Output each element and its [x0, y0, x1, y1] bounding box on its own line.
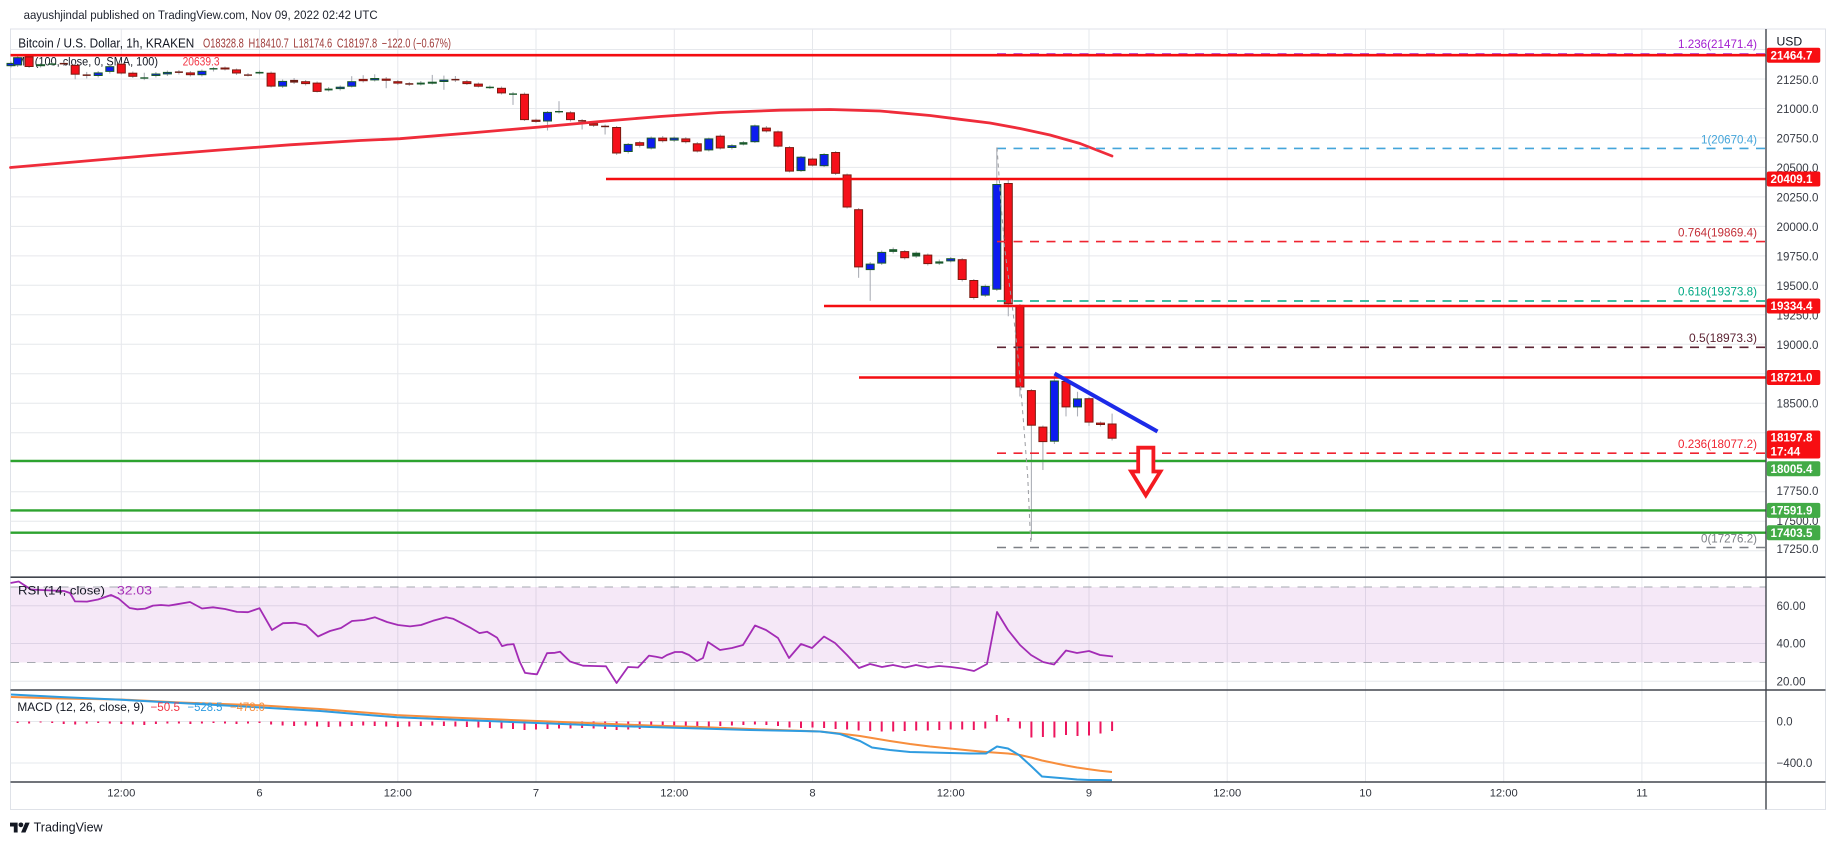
- svg-text:18721.0: 18721.0: [1771, 372, 1813, 385]
- svg-text:17:44: 17:44: [1771, 446, 1801, 459]
- svg-text:−528.5: −528.5: [188, 700, 223, 714]
- svg-text:19500.0: 19500.0: [1777, 280, 1819, 293]
- svg-text:0.236(18077.2): 0.236(18077.2): [1678, 437, 1757, 451]
- svg-text:21250.0: 21250.0: [1777, 74, 1819, 87]
- svg-text:60.00: 60.00: [1777, 600, 1806, 613]
- svg-text:9: 9: [1086, 788, 1092, 800]
- svg-text:17403.5: 17403.5: [1771, 527, 1813, 540]
- svg-text:12:00: 12:00: [937, 788, 965, 800]
- svg-text:O18328.8 H18410.7 L18174.6 C18: O18328.8 H18410.7 L18174.6 C18197.8 −122…: [203, 37, 451, 51]
- svg-text:1(20670.4): 1(20670.4): [1701, 132, 1757, 146]
- svg-text:Bitcoin / U.S. Dollar, 1h, KRA: Bitcoin / U.S. Dollar, 1h, KRAKEN: [18, 37, 194, 51]
- svg-text:12:00: 12:00: [660, 788, 688, 800]
- svg-text:0(17276.2): 0(17276.2): [1701, 531, 1757, 545]
- svg-text:18500.0: 18500.0: [1777, 398, 1819, 411]
- svg-text:10: 10: [1359, 788, 1371, 800]
- svg-text:12:00: 12:00: [1490, 788, 1518, 800]
- svg-text:−400.0: −400.0: [1777, 757, 1813, 770]
- svg-text:20.00: 20.00: [1777, 676, 1806, 689]
- svg-text:0.0: 0.0: [1777, 716, 1793, 729]
- svg-text:TradingView: TradingView: [34, 820, 104, 835]
- svg-text:17500.0: 17500.0: [1777, 515, 1819, 528]
- svg-text:17591.9: 17591.9: [1771, 505, 1813, 518]
- svg-text:18005.4: 18005.4: [1771, 463, 1813, 476]
- svg-text:MA (100, close, 0, SMA, 100): MA (100, close, 0, SMA, 100): [16, 55, 158, 69]
- svg-text:0.764(19869.4): 0.764(19869.4): [1678, 226, 1757, 240]
- svg-text:7: 7: [533, 788, 539, 800]
- svg-text:8: 8: [809, 788, 815, 800]
- svg-text:18197.8: 18197.8: [1771, 432, 1813, 445]
- svg-text:−50.5: −50.5: [151, 700, 181, 714]
- svg-text:20250.0: 20250.0: [1777, 192, 1819, 205]
- svg-text:20639.3: 20639.3: [183, 55, 220, 69]
- svg-text:21000.0: 21000.0: [1777, 103, 1819, 116]
- svg-text:40.00: 40.00: [1777, 638, 1806, 651]
- svg-text:21464.7: 21464.7: [1771, 49, 1813, 62]
- svg-text:RSI (14, close): RSI (14, close): [18, 584, 105, 598]
- svg-text:20000.0: 20000.0: [1777, 221, 1819, 234]
- svg-text:32.03: 32.03: [117, 584, 153, 598]
- svg-text:12:00: 12:00: [107, 788, 135, 800]
- svg-text:12:00: 12:00: [1213, 788, 1241, 800]
- svg-text:20750.0: 20750.0: [1777, 133, 1819, 146]
- svg-text:MACD (12, 26, close, 9): MACD (12, 26, close, 9): [17, 700, 144, 714]
- svg-text:1.236(21471.4): 1.236(21471.4): [1678, 37, 1757, 51]
- svg-text:−478.0: −478.0: [230, 700, 265, 714]
- svg-text:17750.0: 17750.0: [1777, 485, 1819, 498]
- svg-text:aayushjindal published on Trad: aayushjindal published on TradingView.co…: [24, 8, 378, 22]
- svg-text:19750.0: 19750.0: [1777, 251, 1819, 264]
- svg-text:USD: USD: [1777, 35, 1803, 49]
- svg-text:12:00: 12:00: [384, 788, 412, 800]
- svg-text:20409.1: 20409.1: [1771, 173, 1813, 186]
- svg-text:6: 6: [256, 788, 262, 800]
- svg-text:17250.0: 17250.0: [1777, 543, 1819, 556]
- svg-text:0.618(19373.8): 0.618(19373.8): [1678, 285, 1757, 299]
- svg-text:19000.0: 19000.0: [1777, 339, 1819, 352]
- svg-text:19334.4: 19334.4: [1771, 300, 1813, 313]
- svg-text:0.5(18973.3): 0.5(18973.3): [1689, 331, 1757, 345]
- svg-text:11: 11: [1636, 788, 1648, 800]
